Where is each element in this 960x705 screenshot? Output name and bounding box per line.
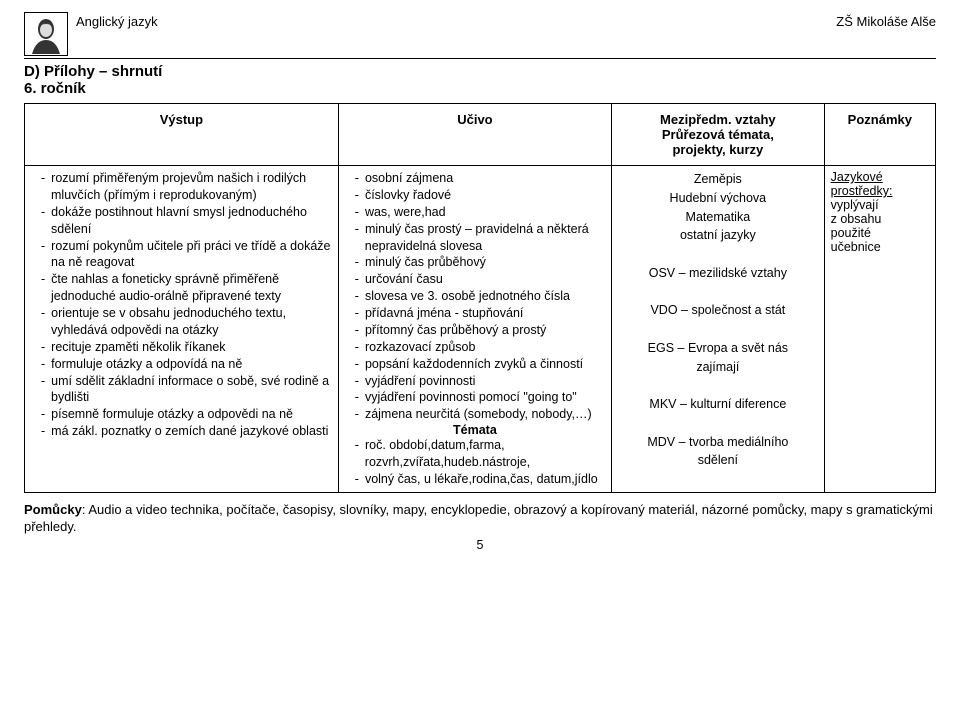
- notes-line: z obsahu: [831, 212, 929, 226]
- topic-line: Hudební výchova: [618, 189, 818, 208]
- footer-pomucky: Pomůcky: Audio a video technika, počítač…: [24, 501, 936, 536]
- list-item: určování času: [355, 271, 605, 288]
- list-item: přítomný čas průběhový a prostý: [355, 322, 605, 339]
- list-item: přídavná jména - stupňování: [355, 305, 605, 322]
- topic-line: Zeměpis: [618, 170, 818, 189]
- school-name: ZŠ Mikoláše Alše: [836, 12, 936, 29]
- list-item: popsání každodenních zvyků a činností: [355, 356, 605, 373]
- table-header-row: Výstup Učivo Mezipředm. vztahy Průřezová…: [25, 104, 936, 166]
- list-item: recituje zpaměti několik říkanek: [41, 339, 332, 356]
- col-header-notes: Poznámky: [824, 104, 935, 166]
- list-item: vyjádření povinnosti pomocí "going to": [355, 389, 605, 406]
- list-item: minulý čas prostý – pravidelná a některá…: [355, 221, 605, 255]
- list-item: was, were,had: [355, 204, 605, 221]
- list-item: má zákl. poznatky o zemích dané jazykové…: [41, 423, 332, 440]
- notes-line: vyplývají: [831, 198, 929, 212]
- col-header-topics: Mezipředm. vztahy Průřezová témata, proj…: [612, 104, 825, 166]
- cell-topics: ZeměpisHudební výchovaMatematikaostatní …: [612, 166, 825, 493]
- footer-label: Pomůcky: [24, 502, 82, 517]
- col3-line2: Průřezová témata,: [616, 127, 820, 142]
- topic-line: zajímají: [618, 358, 818, 377]
- list-item: dokáže postihnout hlavní smysl jednoduch…: [41, 204, 332, 238]
- topic-line: Matematika: [618, 208, 818, 227]
- cell-ucivo: osobní zájmenačíslovky řadovéwas, were,h…: [338, 166, 611, 493]
- topic-line: ostatní jazyky: [618, 226, 818, 245]
- vystup-list: rozumí přiměřeným projevům našich i rodi…: [31, 170, 332, 440]
- list-item: osobní zájmena: [355, 170, 605, 187]
- footer-text: : Audio a video technika, počítače, časo…: [24, 502, 933, 535]
- notes-line: použité: [831, 226, 929, 240]
- notes-line1: Jazykové: [831, 170, 883, 184]
- topic-line: [618, 320, 818, 339]
- subject-label: Anglický jazyk: [76, 12, 158, 29]
- topic-line: MKV – kulturní diference: [618, 395, 818, 414]
- page-header: Anglický jazyk ZŠ Mikoláše Alše: [24, 12, 936, 59]
- topics-lines: ZeměpisHudební výchovaMatematikaostatní …: [618, 170, 818, 470]
- notes-line: učebnice: [831, 240, 929, 254]
- topic-line: MDV – tvorba mediálního: [618, 433, 818, 452]
- list-item: roč. období,datum,farma, rozvrh,zvířata,…: [355, 437, 605, 471]
- list-item: zájmena neurčitá (somebody, nobody,…): [355, 406, 605, 423]
- ucivo-list: osobní zájmenačíslovky řadovéwas, were,h…: [345, 170, 605, 423]
- temata-label: Témata: [345, 423, 605, 437]
- list-item: písemně formuluje otázky a odpovědi na n…: [41, 406, 332, 423]
- topic-line: OSV – mezilidské vztahy: [618, 264, 818, 283]
- list-item: číslovky řadové: [355, 187, 605, 204]
- list-item: rozumí pokynům učitele při práci ve tříd…: [41, 238, 332, 272]
- list-item: vyjádření povinnosti: [355, 373, 605, 390]
- cell-notes: Jazykové prostředky: vyplývajíz obsahupo…: [824, 166, 935, 493]
- notes-rest: vyplývajíz obsahupoužitéučebnice: [831, 198, 929, 254]
- list-item: slovesa ve 3. osobě jednotného čísla: [355, 288, 605, 305]
- topic-line: [618, 376, 818, 395]
- col-header-ucivo: Učivo: [338, 104, 611, 166]
- section-title: D) Přílohy – shrnutí: [24, 63, 936, 80]
- topic-line: [618, 414, 818, 433]
- curriculum-table: Výstup Učivo Mezipředm. vztahy Průřezová…: [24, 103, 936, 493]
- logo-portrait-icon: [26, 14, 66, 54]
- page-number: 5: [24, 538, 936, 552]
- topic-line: [618, 245, 818, 264]
- school-logo: [24, 12, 68, 56]
- list-item: čte nahlas a foneticky správně přiměřeně…: [41, 271, 332, 305]
- cell-vystup: rozumí přiměřeným projevům našich i rodi…: [25, 166, 339, 493]
- topic-line: VDO – společnost a stát: [618, 301, 818, 320]
- col3-line1: Mezipředm. vztahy: [616, 112, 820, 127]
- topic-line: [618, 283, 818, 302]
- list-item: orientuje se v obsahu jednoduchého textu…: [41, 305, 332, 339]
- list-item: umí sdělit základní informace o sobě, sv…: [41, 373, 332, 407]
- list-item: minulý čas průběhový: [355, 254, 605, 271]
- list-item: formuluje otázky a odpovídá na ně: [41, 356, 332, 373]
- temata-list: roč. období,datum,farma, rozvrh,zvířata,…: [345, 437, 605, 488]
- list-item: rozkazovací způsob: [355, 339, 605, 356]
- list-item: rozumí přiměřeným projevům našich i rodi…: [41, 170, 332, 204]
- list-item: volný čas, u lékaře,rodina,čas, datum,jí…: [355, 471, 605, 488]
- topic-line: sdělení: [618, 451, 818, 470]
- col3-line3: projekty, kurzy: [616, 142, 820, 157]
- grade-title: 6. ročník: [24, 80, 936, 97]
- table-body-row: rozumí přiměřeným projevům našich i rodi…: [25, 166, 936, 493]
- topic-line: EGS – Evropa a svět nás: [618, 339, 818, 358]
- col-header-vystup: Výstup: [25, 104, 339, 166]
- notes-line2: prostředky:: [831, 184, 893, 198]
